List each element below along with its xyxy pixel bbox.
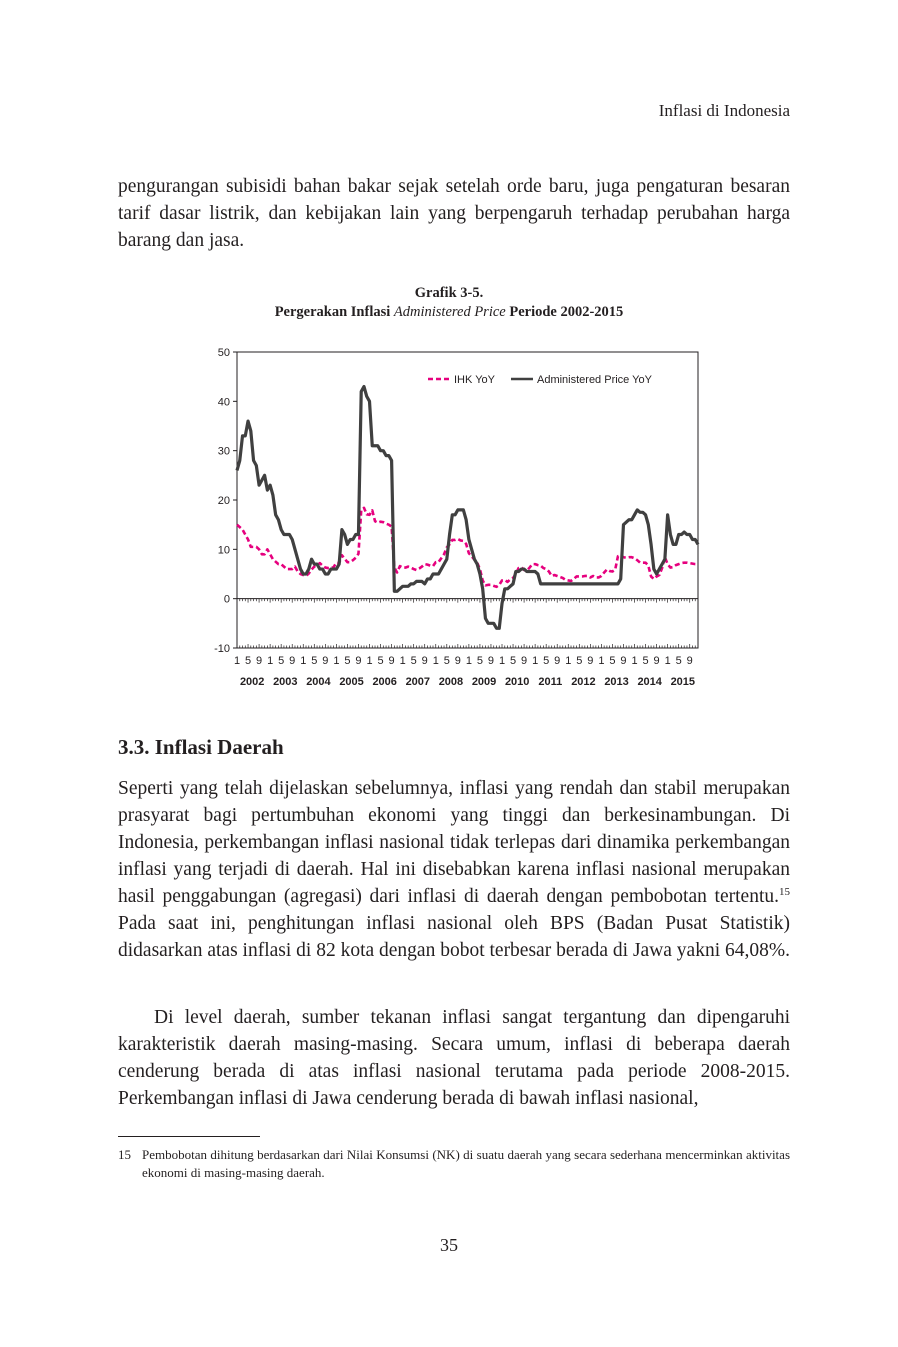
x-tick-label: 9 [554,655,560,667]
x-tick-label: 5 [642,655,648,667]
y-tick-label: 30 [218,446,230,458]
x-tick-label: 5 [543,655,549,667]
x-tick-label: 5 [477,655,483,667]
x-group-label: 2007 [406,676,430,688]
x-tick-label: 9 [687,655,693,667]
title-part: Pergerakan Inflasi [274,304,394,320]
paragraph: pengurangan subisidi bahan bakar sejak s… [118,176,790,251]
x-tick-label: 1 [333,655,339,667]
x-tick-label: 5 [676,655,682,667]
x-tick-label: 1 [267,655,273,667]
x-tick-label: 9 [322,655,328,667]
figure-title: Pergerakan Inflasi Administered Price Pe… [0,303,898,322]
x-tick-label: 9 [422,655,428,667]
x-group-label: 2006 [372,676,396,688]
page-number: 35 [440,1235,458,1255]
y-tick-label: 0 [224,594,230,606]
x-tick-label: 9 [355,655,361,667]
x-tick-label: 9 [389,655,395,667]
x-tick-label: 1 [400,655,406,667]
x-group-label: 2004 [306,676,331,688]
series-line [235,384,700,630]
x-tick-label: 1 [565,655,571,667]
x-tick-label: 5 [609,655,615,667]
x-group-label: 2002 [240,676,264,688]
x-tick-label: 1 [499,655,505,667]
x-tick-label: 1 [631,655,637,667]
y-tick-label: 10 [218,544,230,556]
y-tick-label: 50 [218,347,230,359]
y-tick-label: -10 [214,643,230,655]
footnote-ref: 15 [779,886,790,898]
x-group-label: 2014 [637,676,662,688]
title-part: Administered Price [393,304,506,320]
x-tick-label: 1 [532,655,538,667]
section-heading: 3.3. Inflasi Daerah [118,735,284,759]
text: Pada saat ini, penghitungan inflasi nasi… [118,913,790,961]
x-tick-label: 1 [234,655,240,667]
footnote-text: Pembobotan dihitung berdasarkan dari Nil… [142,1147,790,1180]
x-tick-label: 5 [278,655,284,667]
x-tick-label: 1 [598,655,604,667]
footnote: 15 Pembobotan dihitung berdasarkan dari … [118,1146,790,1182]
x-group-label: 2012 [571,676,595,688]
x-tick-label: 5 [377,655,383,667]
x-tick-label: 9 [289,655,295,667]
x-tick-label: 5 [411,655,417,667]
footnote-number: 15 [118,1147,131,1162]
x-group-label: 2010 [505,676,529,688]
x-tick-label: 1 [665,655,671,667]
x-tick-label: 9 [620,655,626,667]
x-tick-label: 9 [521,655,527,667]
legend-label: IHK YoY [454,374,496,386]
x-tick-label: 1 [300,655,306,667]
x-tick-label: 5 [311,655,317,667]
paragraph: Seperti yang telah dijelaskan sebelumnya… [118,775,790,964]
x-group-label: 2005 [339,676,363,688]
x-tick-label: 9 [488,655,494,667]
y-tick-label: 20 [218,495,230,507]
footnote-rule [118,1136,260,1137]
x-group-label: 2008 [439,676,463,688]
x-tick-label: 9 [256,655,262,667]
y-tick-label: 40 [218,396,230,408]
x-tick-label: 1 [433,655,439,667]
x-group-label: 2013 [604,676,628,688]
plot-frame [236,351,699,649]
x-tick-label: 1 [466,655,472,667]
series-line [236,506,698,589]
x-tick-label: 5 [444,655,450,667]
x-group-label: 2015 [671,676,695,688]
x-group-label: 2003 [273,676,297,688]
paragraph: Di level daerah, sumber tekanan inflasi … [118,1007,790,1109]
legend-label: Administered Price YoY [537,374,653,386]
text: Seperti yang telah dijelaskan sebelumnya… [118,778,790,907]
figure-caption: Grafik 3-5. Pergerakan Inflasi Administe… [0,284,898,322]
x-tick-label: 9 [587,655,593,667]
x-tick-label: 5 [510,655,516,667]
x-tick-label: 1 [366,655,372,667]
title-part: Periode 2002-2015 [505,304,624,320]
x-tick-label: 5 [344,655,350,667]
x-tick-label: 9 [654,655,660,667]
x-group-label: 2009 [472,676,496,688]
running-title: Inflasi di Indonesia [658,101,790,120]
x-group-label: 2011 [538,676,562,688]
figure-label: Grafik 3-5. [414,285,484,301]
x-tick-label: 5 [245,655,251,667]
x-tick-label: 9 [455,655,461,667]
x-tick-label: 5 [576,655,582,667]
